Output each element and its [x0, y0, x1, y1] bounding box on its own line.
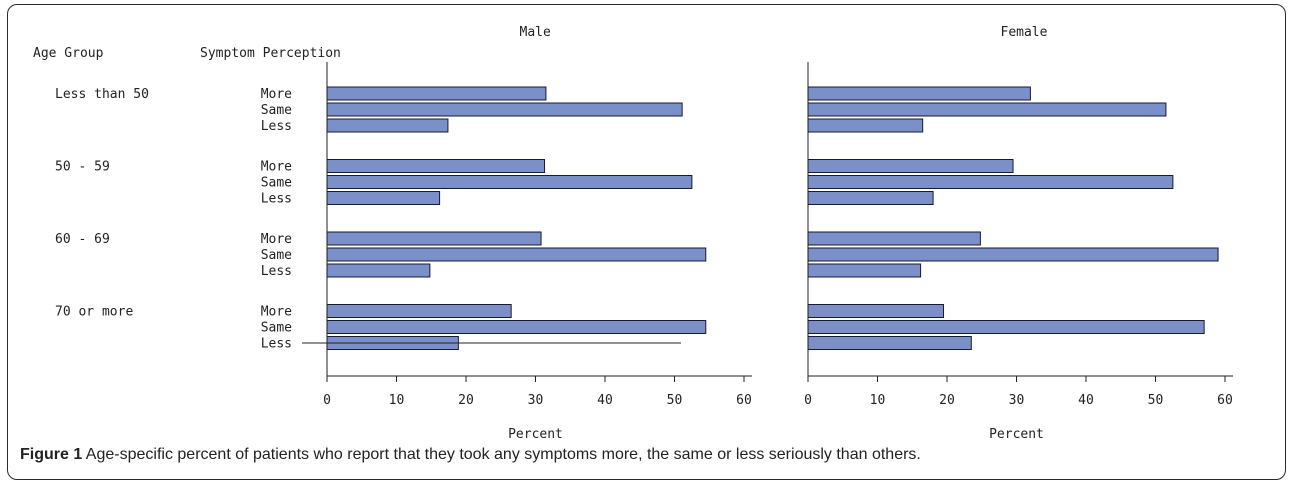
bar-more	[807, 159, 1014, 173]
x-tick-label: 40	[597, 393, 613, 408]
symptom-category-label: Same	[261, 321, 292, 336]
x-tick-label: 60	[736, 393, 752, 408]
bar-same	[326, 102, 683, 117]
symptom-category-label: More	[261, 160, 292, 175]
x-tick-label: 20	[939, 393, 955, 408]
bar-less	[807, 336, 972, 350]
bar-same	[807, 102, 1167, 117]
figure-frame	[7, 4, 1286, 480]
x-tick-label: 40	[1078, 393, 1094, 408]
x-tick-label: 50	[667, 393, 683, 408]
bar-more	[326, 86, 547, 101]
x-tick-label: 10	[870, 393, 886, 408]
bar-less	[326, 263, 431, 278]
bar-same	[807, 175, 1174, 189]
bar-same	[807, 320, 1205, 334]
bar-less	[807, 191, 934, 205]
bar-less	[326, 191, 441, 205]
age-group-label: 70 or more	[55, 305, 133, 320]
symptom-category-label: More	[261, 305, 292, 320]
figure-caption-text: Age-specific percent of patients who rep…	[85, 446, 921, 463]
x-tick-label: 30	[528, 393, 544, 408]
bar-more	[326, 159, 546, 173]
symptom-category-label: More	[261, 232, 292, 247]
bar-less	[807, 118, 924, 133]
bar-more	[807, 304, 945, 318]
x-tick-label: 10	[389, 393, 405, 408]
symptom-category-label: Less	[261, 264, 292, 279]
age-group-label: Less than 50	[55, 87, 149, 102]
bar-less	[807, 263, 922, 278]
symptom-category-label: Less	[261, 337, 292, 352]
symptom-category-label: Same	[261, 176, 292, 191]
panel-title: Female	[1001, 25, 1048, 40]
figure-caption: Figure 1 Age-specific percent of patient…	[20, 446, 1280, 464]
figure-caption-label: Figure 1	[20, 446, 83, 463]
symptom-category-label: More	[261, 87, 292, 102]
bar-more	[807, 86, 1031, 101]
x-tick-label: 20	[458, 393, 474, 408]
x-tick-label: 30	[1009, 393, 1025, 408]
x-tick-label: 0	[804, 393, 812, 408]
bar-same	[326, 175, 693, 189]
age-group-label: 50 - 59	[55, 160, 110, 175]
bar-same	[807, 247, 1219, 262]
symptom-category-label: Same	[261, 248, 292, 263]
bar-more	[326, 304, 512, 318]
symptom-perception-header: Symptom Perception	[200, 46, 341, 61]
panel-title: Male	[520, 25, 551, 40]
bar-same	[326, 320, 707, 334]
symptom-category-label: Less	[261, 192, 292, 207]
bar-more	[326, 231, 542, 246]
bar-less	[326, 118, 449, 133]
bar-same	[326, 247, 707, 262]
symptom-category-label: Less	[261, 119, 292, 134]
age-group-label: 60 - 69	[55, 232, 110, 247]
x-axis-label: Percent	[508, 427, 563, 442]
bar-more	[807, 231, 981, 246]
x-tick-label: 60	[1217, 393, 1233, 408]
age-group-header: Age Group	[33, 46, 104, 61]
symptom-category-label: Same	[261, 103, 292, 118]
x-tick-label: 0	[323, 393, 331, 408]
x-tick-label: 50	[1148, 393, 1164, 408]
x-axis-label: Percent	[989, 427, 1044, 442]
